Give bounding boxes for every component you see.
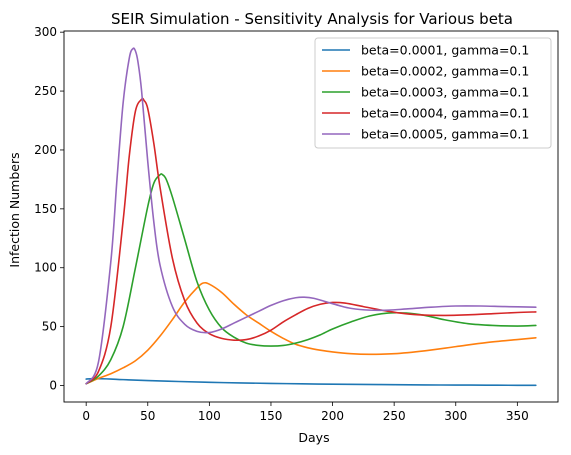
- x-tick-label: 50: [140, 409, 155, 423]
- y-tick-label: 50: [42, 320, 57, 334]
- x-tick-label: 0: [82, 409, 90, 423]
- x-tick-label: 350: [506, 409, 529, 423]
- y-tick-label: 100: [34, 261, 57, 275]
- series-line-2: [85, 281, 537, 385]
- legend-box: [314, 37, 552, 149]
- x-tick-label: 250: [383, 409, 406, 423]
- y-tick-label: 250: [34, 84, 57, 98]
- x-tick-label: 200: [321, 409, 344, 423]
- series-line-4: [85, 97, 537, 385]
- x-tick-label: 100: [198, 409, 221, 423]
- y-axis-ticks: 0 50 100 150 200 250 300: [34, 25, 64, 393]
- plot-frame: [63, 30, 559, 403]
- legend: beta=0.0001, gamma=0.1 beta=0.0002, gamma…: [314, 37, 552, 149]
- series-line-5: [85, 47, 537, 385]
- legend-label-5: beta=0.0005, gamma=0.1: [361, 127, 529, 142]
- x-axis-ticks: 0 50 100 150 200 250 300 350: [82, 402, 529, 423]
- legend-items: beta=0.0001, gamma=0.1 beta=0.0002, gamma…: [322, 43, 529, 142]
- y-tick-label: 150: [34, 202, 57, 216]
- y-tick-label: 0: [49, 379, 57, 393]
- legend-label-2: beta=0.0002, gamma=0.1: [361, 64, 529, 79]
- series-lines: [85, 47, 537, 387]
- legend-label-3: beta=0.0003, gamma=0.1: [361, 85, 529, 100]
- legend-label-4: beta=0.0004, gamma=0.1: [361, 106, 529, 121]
- y-tick-label: 200: [34, 143, 57, 157]
- x-axis-title: Days: [298, 430, 329, 445]
- x-tick-label: 150: [260, 409, 283, 423]
- x-tick-label: 300: [444, 409, 467, 423]
- y-tick-label: 300: [34, 25, 57, 39]
- chart-title: SEIR Simulation - Sensitivity Analysis f…: [111, 10, 513, 28]
- series-line-1: [85, 377, 537, 387]
- y-axis-title: Infection Numbers: [7, 152, 22, 267]
- legend-label-1: beta=0.0001, gamma=0.1: [361, 43, 529, 58]
